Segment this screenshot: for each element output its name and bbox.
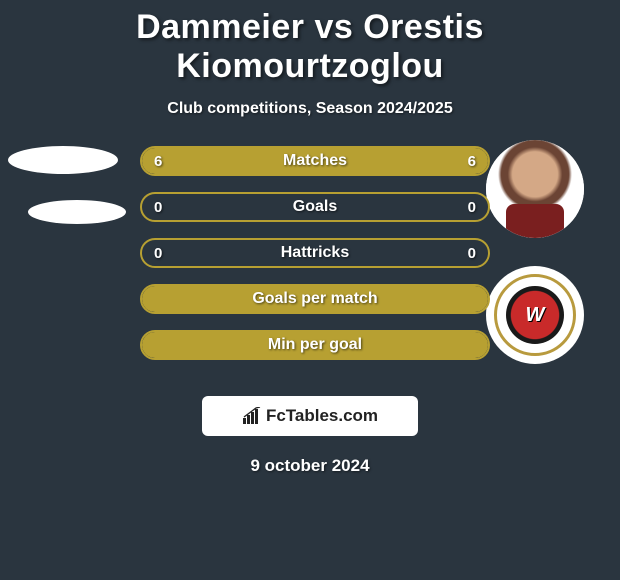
stat-value-left: 6 [154, 153, 162, 170]
infographic-date: 9 october 2024 [0, 456, 620, 476]
left-player-column [8, 146, 128, 250]
stat-value-right: 0 [468, 245, 476, 262]
stat-row: 0 Goals 0 [140, 192, 490, 222]
club-crest-icon: W [494, 274, 576, 356]
stat-value-right: 0 [468, 199, 476, 216]
player-right-avatar [486, 140, 584, 238]
stat-row: 6 Matches 6 [140, 146, 490, 176]
stats-bars: 6 Matches 6 0 Goals 0 0 Hattricks 0 Goals per mat… [140, 146, 490, 376]
player-left-avatar-placeholder [8, 146, 118, 174]
right-player-column: W [486, 140, 596, 392]
stat-value-left: 0 [154, 199, 162, 216]
club-left-crest-placeholder [28, 200, 126, 224]
stat-row: 0 Hattricks 0 [140, 238, 490, 268]
bar-chart-icon [242, 407, 262, 425]
stat-row: Min per goal [140, 330, 490, 360]
branding-text: FcTables.com [266, 406, 378, 426]
stat-label: Matches [283, 152, 347, 170]
stat-label: Min per goal [268, 336, 362, 354]
branding-badge: FcTables.com [202, 396, 418, 436]
comparison-content: W 6 Matches 6 0 Goals 0 0 Hattricks 0 Goals per m… [0, 146, 620, 396]
stat-label: Goals per match [252, 290, 377, 308]
stat-label: Goals [293, 198, 337, 216]
stat-value-left: 0 [154, 245, 162, 262]
stat-label: Hattricks [281, 244, 349, 262]
player-face-icon [486, 140, 584, 238]
stat-row: Goals per match [140, 284, 490, 314]
page-title: Dammeier vs Orestis Kiomourtzoglou [0, 0, 620, 86]
crest-letter: W [506, 286, 564, 344]
club-right-crest: W [486, 266, 584, 364]
stat-value-right: 6 [468, 153, 476, 170]
page-subtitle: Club competitions, Season 2024/2025 [0, 100, 620, 118]
